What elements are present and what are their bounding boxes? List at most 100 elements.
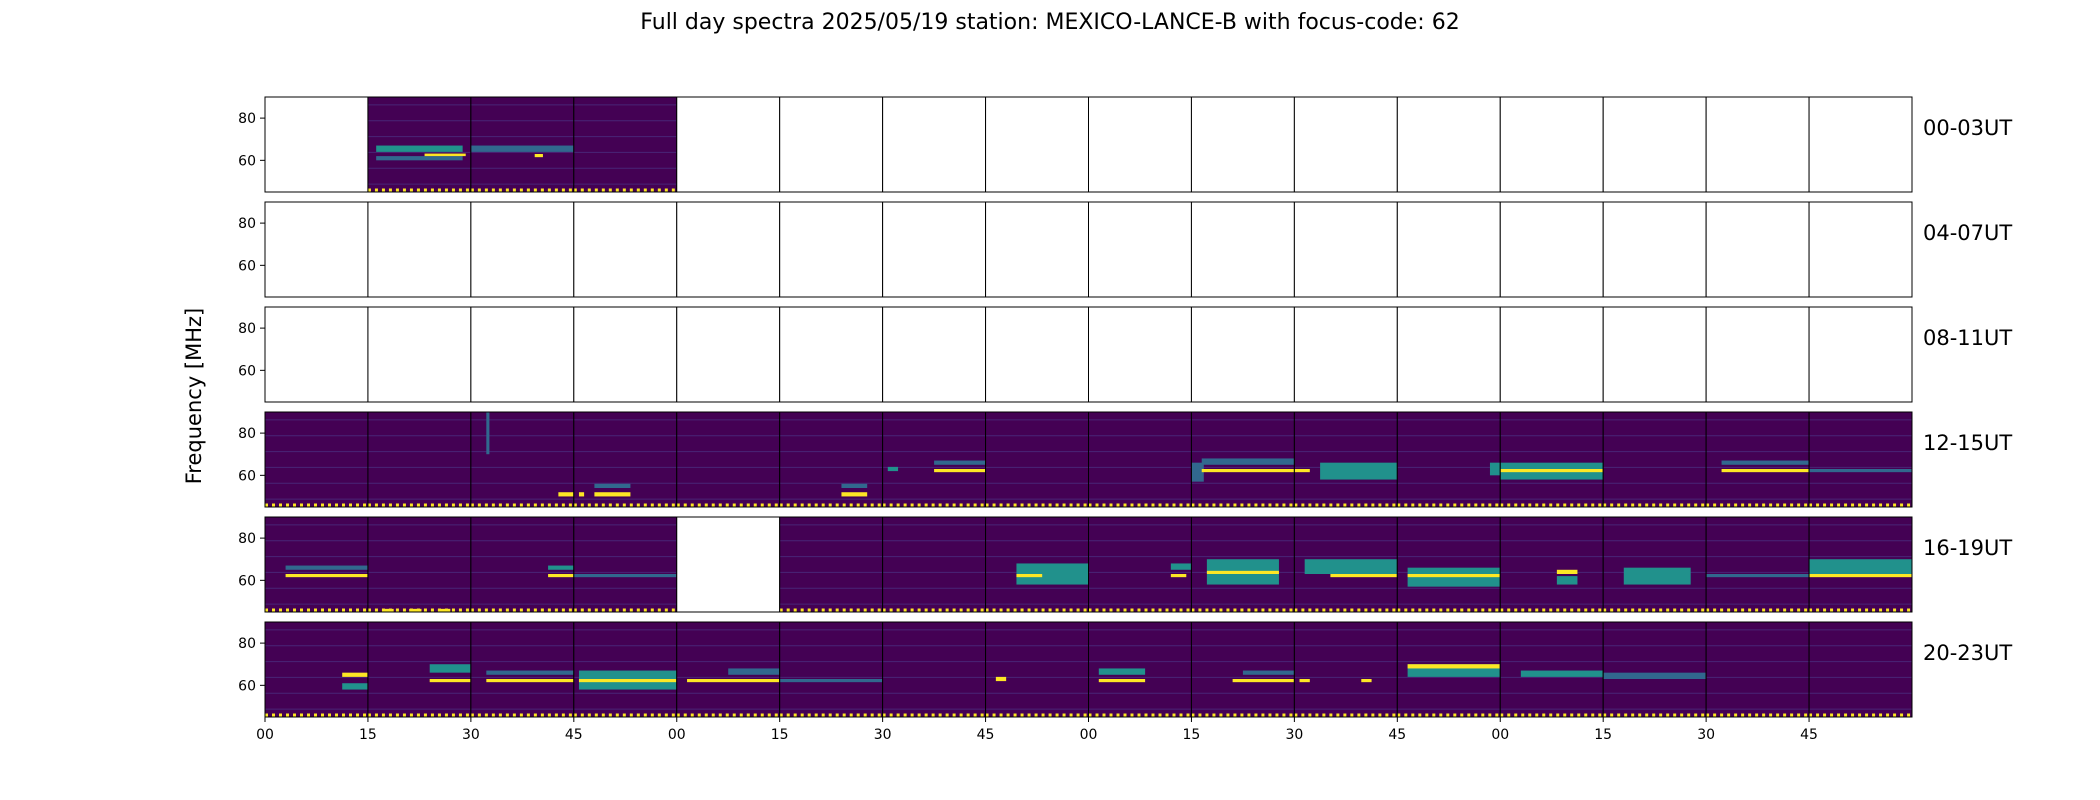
panel-frame	[1808, 96, 1913, 193]
signal-band	[1500, 469, 1604, 473]
signal-band	[1520, 670, 1604, 677]
panel-frame	[1808, 411, 1913, 508]
x-tick-label: 30	[874, 727, 892, 743]
empty-panel	[779, 202, 883, 297]
spectrum-panel	[1500, 412, 1604, 507]
spectrum-panel	[1809, 622, 1912, 717]
spectrum-panel	[1706, 622, 1810, 717]
spectrum-panel	[573, 412, 677, 507]
empty-panel	[265, 202, 368, 297]
empty-panel	[1191, 97, 1295, 192]
spectrum-panel	[470, 622, 574, 717]
empty-panel	[1397, 97, 1501, 192]
signal-band	[578, 679, 677, 683]
x-tick-label: 00	[668, 727, 686, 743]
signal-band	[995, 676, 1007, 682]
empty-panel	[676, 97, 780, 192]
empty-panel	[1603, 202, 1707, 297]
empty-panel	[470, 307, 574, 402]
empty-panel	[882, 307, 986, 402]
signal-band	[1489, 462, 1501, 476]
empty-panel	[265, 307, 368, 402]
empty-panel	[573, 202, 677, 297]
spectrum-panel	[265, 412, 368, 507]
empty-panel	[1706, 202, 1810, 297]
signal-band	[1170, 574, 1187, 578]
y-tick-label: 60	[238, 573, 256, 589]
signal-band	[779, 679, 883, 683]
x-tick-label: 45	[565, 727, 583, 743]
empty-panel	[1603, 97, 1707, 192]
signal-band	[1016, 563, 1089, 585]
empty-panel	[1397, 202, 1501, 297]
spectrum-panel	[265, 517, 368, 612]
row-label-16-19ut: 16-19UT	[1923, 536, 2013, 560]
spectrum-panel	[676, 412, 780, 507]
signal-band	[285, 565, 368, 570]
empty-panel	[1294, 97, 1398, 192]
x-tick-label: 15	[771, 727, 789, 743]
y-tick-label: 80	[238, 636, 256, 652]
signal-band	[1299, 679, 1310, 683]
signal-band	[1201, 458, 1295, 465]
signal-band	[437, 608, 451, 612]
signal-band	[594, 483, 631, 488]
empty-panel	[985, 202, 1089, 297]
empty-panel	[367, 307, 471, 402]
empty-panel	[1809, 307, 1912, 402]
signal-band	[285, 574, 368, 578]
signal-band	[429, 664, 471, 673]
signal-band	[841, 492, 868, 497]
signal-band	[429, 679, 471, 683]
signal-band	[376, 145, 463, 152]
y-tick-label: 60	[238, 363, 256, 379]
signal-band	[1809, 574, 1912, 578]
empty-panel	[1294, 202, 1398, 297]
empty-panel	[1809, 97, 1912, 192]
signal-band	[1809, 469, 1912, 473]
signal-band	[1623, 567, 1691, 585]
x-tick-label: 45	[1800, 727, 1818, 743]
signal-band	[486, 412, 490, 455]
signal-band	[1320, 462, 1398, 480]
spectrum-panel	[1706, 412, 1810, 507]
empty-panel	[779, 307, 883, 402]
signal-band	[1098, 679, 1146, 683]
signal-band	[1556, 576, 1578, 585]
spectrum-panel	[1603, 622, 1707, 717]
chart-title: Full day spectra 2025/05/19 station: MEX…	[640, 10, 1460, 35]
y-tick-label: 80	[238, 216, 256, 232]
signal-band	[1809, 559, 1912, 574]
spectrum-panel	[985, 622, 1089, 717]
empty-panel	[676, 307, 780, 402]
spectrum-panel	[882, 622, 986, 717]
spectrum-panel	[573, 97, 677, 192]
signal-band	[548, 565, 574, 570]
empty-panel	[1294, 307, 1398, 402]
row-label-20-23ut: 20-23UT	[1923, 641, 2013, 665]
spectrum-panel	[1294, 622, 1398, 717]
x-tick-label: 30	[1285, 727, 1303, 743]
empty-panel	[1191, 307, 1295, 402]
signal-band	[409, 608, 422, 612]
signal-band	[1556, 569, 1578, 574]
signal-band	[1330, 574, 1398, 578]
y-tick-label: 80	[238, 321, 256, 337]
panel-frame	[1808, 621, 1913, 718]
signal-band	[1721, 460, 1810, 465]
y-tick-label: 80	[238, 111, 256, 127]
y-tick-label: 60	[238, 258, 256, 274]
x-tick-label: 45	[1388, 727, 1406, 743]
y-tick-label: 60	[238, 153, 256, 169]
x-tick-label: 00	[1080, 727, 1098, 743]
signal-band	[1407, 574, 1501, 578]
empty-panel	[367, 202, 471, 297]
panel-frame	[1808, 201, 1913, 298]
signal-band	[1098, 668, 1146, 675]
x-tick-label: 30	[462, 727, 480, 743]
row-label-08-11ut: 08-11UT	[1923, 326, 2013, 350]
spectrum-panel	[367, 97, 471, 192]
spectrum-panel	[573, 622, 677, 717]
signal-band	[342, 683, 368, 690]
spectrum-panel	[882, 412, 986, 507]
